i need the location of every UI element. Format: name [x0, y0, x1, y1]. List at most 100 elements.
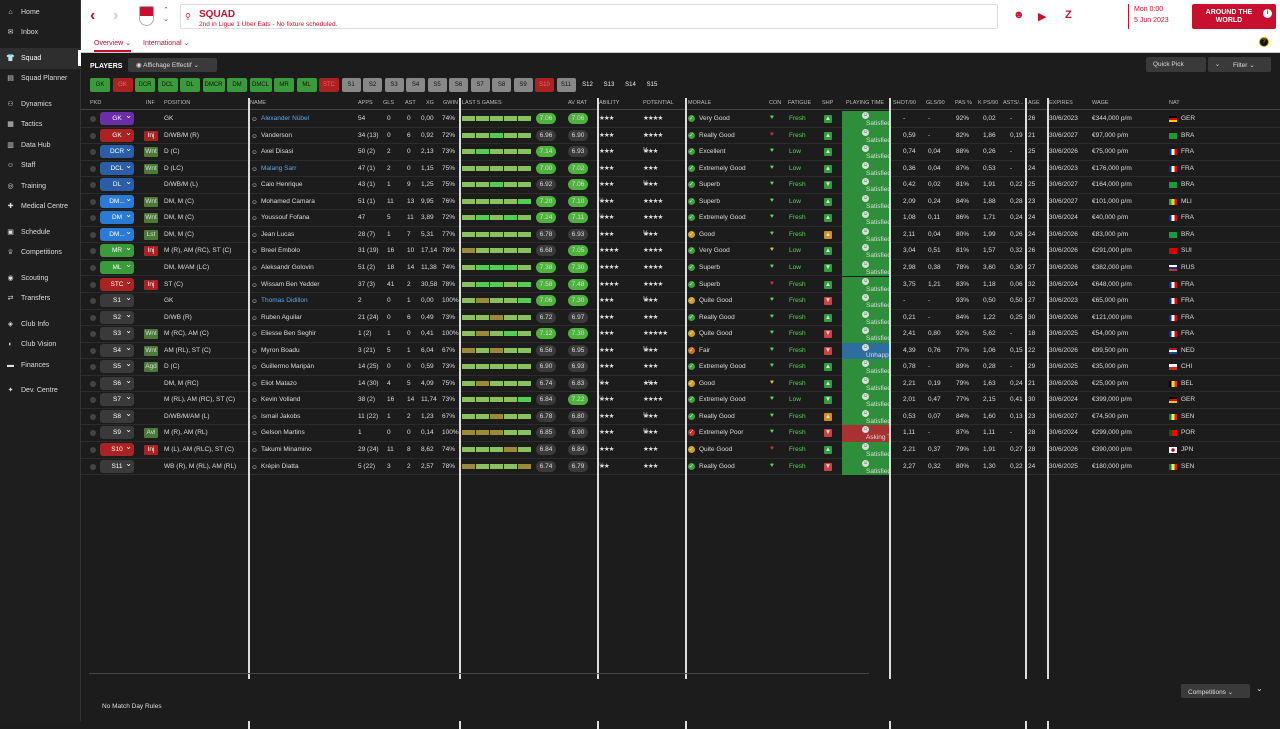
pick-dot[interactable]: [90, 298, 96, 305]
club-crest[interactable]: [139, 6, 154, 26]
position-select[interactable]: S4: [100, 341, 134, 357]
sidebar-item-club-vision[interactable]: ◐ Club Vision: [0, 335, 80, 356]
player-name[interactable]: Thomas Didillon: [261, 297, 308, 305]
club-switch-icon[interactable]: ⌃ ⌄: [163, 7, 169, 23]
pick-dot[interactable]: [90, 132, 96, 139]
pick-dot[interactable]: [90, 447, 96, 453]
z-icon[interactable]: Z: [1065, 9, 1072, 21]
position-select[interactable]: GK: [100, 109, 134, 125]
player-name[interactable]: Breel Embolo: [261, 247, 301, 255]
column-header-gwin[interactable]: GWIN: [443, 100, 458, 106]
pick-dot[interactable]: [90, 198, 96, 205]
sidebar-item-squad[interactable]: 👕 Squad: [0, 48, 81, 69]
player-name[interactable]: Caio Henrique: [261, 181, 303, 189]
position-button[interactable]: MR: [274, 78, 294, 92]
filter-button[interactable]: Filter ⌄: [1226, 57, 1271, 72]
position-button[interactable]: S4: [406, 78, 425, 92]
sidebar-item-medical-centre[interactable]: ✚ Medical Centre: [0, 197, 80, 218]
sidebar-item-dynamics[interactable]: ⚇ Dynamics: [0, 94, 80, 115]
pick-dot[interactable]: [90, 314, 96, 321]
player-name[interactable]: Vanderson: [261, 131, 292, 139]
sidebar-item-competitions[interactable]: ♕ Competitions: [0, 243, 80, 264]
column-header-wage[interactable]: WAGE: [1092, 100, 1109, 106]
player-name[interactable]: Gelson Martins: [261, 429, 305, 437]
pick-dot[interactable]: [90, 165, 96, 172]
sidebar-item-staff[interactable]: ☺ Staff: [0, 156, 80, 177]
position-select[interactable]: S6: [100, 374, 134, 390]
position-select[interactable]: S3: [100, 324, 134, 341]
tab-international[interactable]: International ⌄: [143, 40, 190, 47]
youtube-icon[interactable]: ▶: [1038, 11, 1047, 23]
position-select[interactable]: S11: [100, 457, 134, 473]
column-header-asts[interactable]: ASTS/...: [1003, 100, 1024, 106]
pick-dot[interactable]: [90, 380, 96, 387]
column-header-shp[interactable]: SHP: [822, 100, 834, 106]
column-header-avrat[interactable]: AV RAT: [568, 100, 588, 106]
pick-dot[interactable]: [90, 215, 96, 222]
column-header-potential[interactable]: POTENTIAL: [643, 100, 674, 106]
game-date[interactable]: Mon 0:00 5 Jun 2023: [1128, 4, 1188, 29]
continue-button[interactable]: AROUND THE WORLD i: [1192, 4, 1276, 29]
sidebar-item-inbox[interactable]: ✉ Inbox: [0, 23, 80, 44]
sidebar-item-finances[interactable]: ▬ Finances: [0, 355, 80, 376]
collapse-icon[interactable]: ⌄: [1256, 684, 1263, 693]
column-header-inf[interactable]: INF: [146, 100, 155, 106]
pick-dot[interactable]: [90, 331, 96, 338]
pick-dot[interactable]: [90, 264, 96, 271]
pick-dot[interactable]: [90, 463, 96, 470]
pick-dot[interactable]: [90, 149, 96, 156]
quick-pick-button[interactable]: Quick Pick: [1146, 57, 1206, 72]
pick-dot[interactable]: [90, 231, 96, 238]
sidebar-item-club-info[interactable]: ◈ Club Info: [0, 314, 80, 335]
column-header-age[interactable]: AGE: [1028, 100, 1040, 106]
position-button[interactable]: S10: [535, 78, 554, 92]
position-button[interactable]: S12: [582, 82, 593, 88]
column-header-ast[interactable]: AST: [405, 100, 416, 106]
column-header-nat[interactable]: NAT: [1169, 100, 1180, 106]
column-header-pkd[interactable]: PKD: [90, 100, 102, 106]
position-button[interactable]: S2: [363, 78, 382, 92]
position-button[interactable]: S14: [625, 82, 636, 88]
player-name[interactable]: Malang Sarr: [261, 164, 297, 172]
table-row[interactable]: DMWntDM, M (C)☺Youssouf Fofana475113,897…: [81, 208, 1280, 227]
player-name[interactable]: Ismail Jakobs: [261, 412, 301, 420]
position-select[interactable]: S2: [100, 308, 134, 324]
help-icon[interactable]: ?: [1259, 37, 1269, 47]
position-select[interactable]: S7: [100, 390, 134, 407]
player-name[interactable]: Eliesse Ben Seghir: [261, 330, 316, 338]
position-button[interactable]: ML: [296, 78, 317, 92]
tab-overview[interactable]: Overview ⌄: [94, 39, 131, 52]
position-button[interactable]: S3: [384, 78, 404, 92]
player-name[interactable]: Krépin Diatta: [261, 462, 299, 470]
table-row[interactable]: S7M (RL), AM (RC), ST (C)☺Kevin Volland3…: [81, 390, 1280, 409]
position-select[interactable]: MR: [100, 241, 134, 258]
column-header-morale[interactable]: MORALE: [688, 100, 712, 106]
player-name[interactable]: Eliot Matazo: [261, 379, 297, 387]
position-select[interactable]: S9: [100, 423, 134, 440]
table-row[interactable]: S10InjM (L), AM (RLC), ST (C)☺Takumi Min…: [81, 440, 1280, 459]
position-select[interactable]: DL: [100, 175, 134, 192]
column-header-kps90[interactable]: K PS/90: [978, 100, 999, 106]
sidebar-item-tactics[interactable]: ▦ Tactics: [0, 115, 80, 136]
position-button[interactable]: S11: [556, 78, 576, 92]
player-name[interactable]: Guillermo Maripán: [261, 363, 315, 371]
scrollbar[interactable]: [89, 673, 869, 674]
sidebar-item-training[interactable]: ◎ Training: [0, 176, 80, 197]
view-selector[interactable]: ◉ Affichage Effectif ⌄: [128, 58, 217, 72]
position-button[interactable]: DMCL: [249, 78, 272, 92]
position-button[interactable]: GK: [90, 78, 110, 92]
sidebar-item-transfers[interactable]: ⇄ Transfers: [0, 289, 80, 310]
table-row[interactable]: S11WB (R), M (RL), AM (RL)☺Krépin Diatta…: [81, 457, 1280, 476]
pick-dot[interactable]: [90, 281, 96, 288]
position-button[interactable]: S15: [646, 82, 658, 88]
